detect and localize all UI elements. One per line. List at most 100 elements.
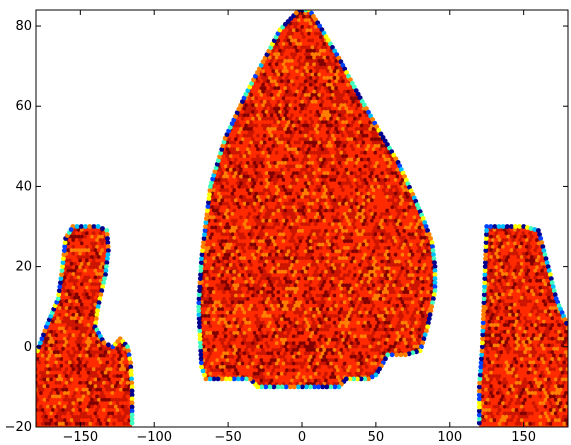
- hexbin-cell: [276, 106, 281, 111]
- hexbin-cell: [395, 93, 400, 97]
- hexbin-cell: [62, 323, 67, 328]
- hexbin-cell: [39, 255, 44, 260]
- hexbin-cell: [337, 11, 342, 16]
- hexbin-cell: [73, 234, 78, 239]
- hexbin-cell: [98, 360, 103, 365]
- hexbin-cell: [93, 289, 98, 294]
- hexbin-cell: [83, 268, 88, 273]
- hexbin-cell: [73, 289, 78, 294]
- hexbin-cell: [125, 408, 130, 413]
- hexbin-cell: [37, 226, 42, 229]
- hexbin-cell: [42, 275, 47, 280]
- hexbin-cell: [205, 59, 210, 63]
- hexbin-cell: [279, 93, 284, 97]
- hexbin-cell: [85, 394, 89, 399]
- hexbin-cell: [332, 130, 337, 135]
- hexbin-cell: [303, 45, 308, 50]
- hexbin-cell: [308, 82, 313, 87]
- hexbin-cell: [36, 370, 40, 375]
- hexbin-cell: [220, 89, 225, 94]
- hexbin-cell: [424, 76, 429, 80]
- hexbin-cell: [225, 11, 230, 16]
- hexbin-cell: [363, 123, 368, 128]
- hexbin-cell: [290, 65, 295, 70]
- hexbin-cell: [421, 123, 425, 128]
- hexbin-cell: [252, 31, 257, 36]
- hexbin-cell: [395, 99, 400, 104]
- hexbin-cell: [429, 11, 434, 16]
- hexbin-cell: [242, 120, 247, 125]
- hexbin-cell: [68, 265, 72, 270]
- hexbin-cell: [85, 299, 89, 304]
- hexbin-cell: [230, 48, 235, 53]
- hexbin-cell: [368, 86, 373, 91]
- hexbin-cell: [371, 11, 376, 16]
- hexbin-cell: [351, 11, 356, 16]
- hexbin-cell: [407, 55, 412, 60]
- hexbin-cell: [390, 48, 395, 53]
- hexbin-cell: [375, 140, 380, 145]
- hexbin-cell: [349, 35, 354, 40]
- hexbin-cell: [120, 234, 125, 239]
- hexbin-cell: [410, 96, 415, 101]
- hexbin-cell: [387, 42, 391, 46]
- hexbin-cell: [402, 140, 407, 145]
- hexbin-cell: [56, 370, 61, 375]
- hexbin-cell: [98, 353, 103, 358]
- hexbin-cell: [222, 45, 227, 50]
- hexbin-cell: [341, 18, 346, 23]
- hexbin-cell: [317, 79, 322, 84]
- hexbin-cell: [285, 96, 289, 101]
- hexbin-cell: [422, 11, 427, 16]
- hexbin-cell: [71, 258, 76, 263]
- hexbin-cell: [86, 275, 91, 280]
- hexbin-cell: [47, 387, 52, 392]
- hexbin-cell: [51, 244, 55, 249]
- hexbin-cell: [346, 116, 351, 121]
- hexbin-cell: [414, 150, 419, 155]
- hexbin-cell: [346, 96, 351, 101]
- hexbin-cell: [100, 234, 105, 239]
- hexbin-cell: [113, 391, 118, 396]
- hexbin-cell: [122, 333, 127, 338]
- hexbin-cell: [414, 48, 419, 53]
- hexbin-cell: [112, 387, 117, 392]
- hexbin-cell: [262, 45, 267, 50]
- hexbin-cell: [245, 133, 250, 138]
- hexbin-cell: [69, 234, 74, 239]
- hexbin-cell: [81, 401, 86, 406]
- hexbin-cell: [325, 48, 330, 53]
- hexbin-cell: [120, 316, 125, 321]
- hexbin-cell: [119, 265, 123, 270]
- hexbin-cell: [252, 93, 257, 97]
- hexbin-cell: [264, 82, 269, 87]
- hexbin-cell: [68, 272, 72, 277]
- hexbin-cell: [395, 31, 400, 36]
- hexbin-cell: [432, 45, 435, 50]
- hexbin-cell: [125, 333, 130, 338]
- hexbin-cell: [107, 404, 112, 409]
- hexbin-cell: [85, 340, 89, 345]
- hexbin-cell: [124, 357, 129, 362]
- hexbin-cell: [235, 18, 240, 23]
- hexbin-cell: [356, 14, 361, 19]
- hexbin-cell: [86, 255, 91, 260]
- hexbin-cell: [319, 14, 323, 19]
- hexbin-cell: [307, 113, 312, 118]
- hexbin-cell: [269, 79, 274, 84]
- hexbin-cell: [293, 31, 298, 36]
- hexbin-cell: [431, 48, 435, 53]
- hexbin-cell: [324, 99, 329, 104]
- hexbin-cell: [371, 93, 376, 97]
- hexbin-cell: [110, 323, 115, 328]
- hexbin-cell: [339, 137, 344, 142]
- hexbin-cell: [268, 123, 272, 128]
- hexbin-cell: [262, 18, 267, 23]
- hexbin-cell: [120, 302, 125, 307]
- hexbin-cell: [42, 418, 47, 423]
- hexbin-cell: [127, 295, 132, 300]
- hexbin-cell: [380, 35, 385, 40]
- hexbin-cell: [308, 76, 313, 80]
- hexbin-cell: [105, 346, 110, 351]
- hexbin-cell: [371, 52, 376, 57]
